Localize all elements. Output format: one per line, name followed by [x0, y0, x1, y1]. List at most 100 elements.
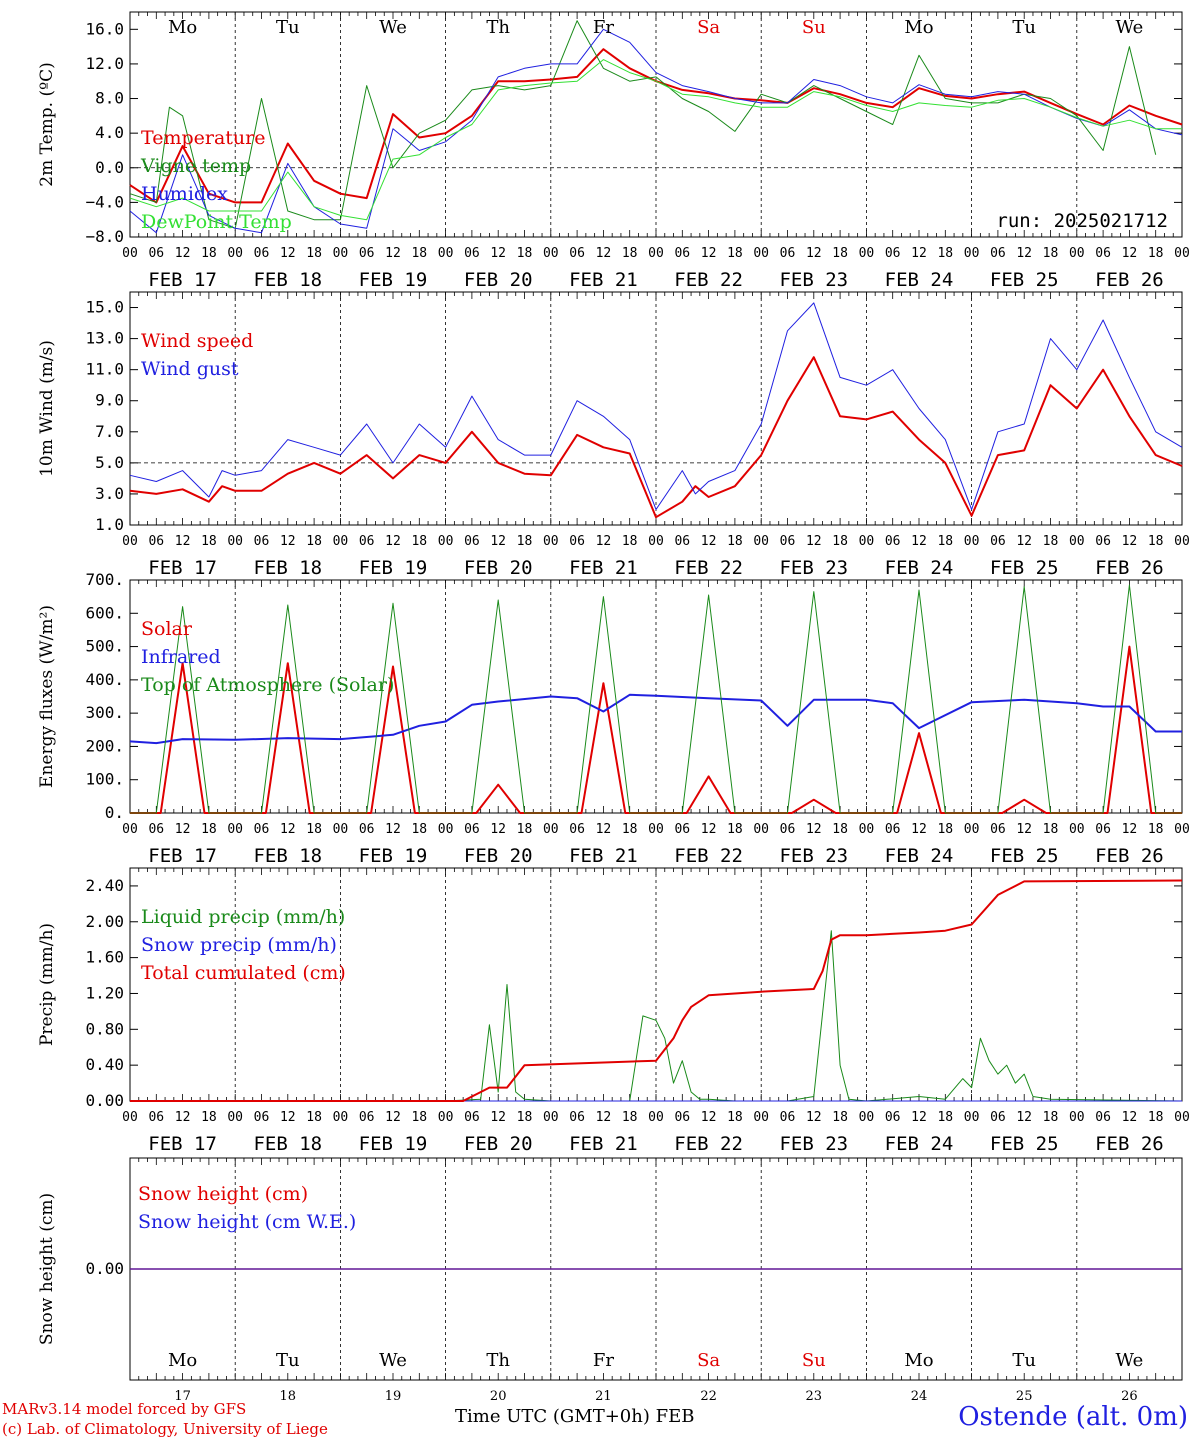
- series-line: [129, 28, 1183, 234]
- hour-tick-label: 06: [148, 822, 164, 837]
- y-tick-label: 3.0: [95, 484, 124, 503]
- y-tick-label: 1.20: [85, 983, 124, 1002]
- hour-tick-label: 06: [674, 246, 690, 261]
- date-label: FEB 22: [674, 269, 743, 291]
- day-name: We: [379, 1350, 407, 1371]
- hour-tick-label: 06: [254, 246, 270, 261]
- date-label: FEB 17: [148, 845, 217, 867]
- hour-tick-label: 18: [411, 1110, 427, 1125]
- legend-entry: Snow height (cm): [138, 1183, 308, 1205]
- hour-tick-label: 12: [385, 534, 401, 549]
- hour-tick-label: 12: [280, 1110, 296, 1125]
- hour-tick-label: 00: [859, 534, 875, 549]
- date-label: FEB 19: [359, 269, 428, 291]
- y-tick-label: 600.: [85, 603, 124, 622]
- date-label: FEB 19: [359, 845, 428, 867]
- hour-tick-label: 12: [1016, 534, 1032, 549]
- hour-tick-label: 12: [490, 534, 506, 549]
- hour-tick-label: 06: [148, 534, 164, 549]
- day-name: Mo: [904, 17, 933, 38]
- hour-tick-label: 12: [911, 822, 927, 837]
- hour-tick-label: 00: [333, 246, 349, 261]
- hour-tick-label: 00: [122, 1110, 138, 1125]
- day-name: We: [1116, 1350, 1144, 1371]
- date-label: FEB 23: [779, 1133, 848, 1155]
- date-label: FEB 18: [253, 269, 322, 291]
- hour-tick-label: 18: [201, 246, 217, 261]
- hour-tick-label: 12: [1122, 822, 1138, 837]
- day-name: Tu: [276, 1350, 300, 1371]
- legend-entry: Liquid precip (mm/h): [141, 906, 345, 928]
- hour-tick-label: 06: [464, 246, 480, 261]
- day-number: 21: [595, 1389, 612, 1404]
- date-label: FEB 24: [885, 845, 954, 867]
- hour-tick-label: 12: [490, 822, 506, 837]
- hour-tick-label: 06: [780, 534, 796, 549]
- model-credit: MARv3.14 model forced by GFS: [2, 1400, 247, 1418]
- hour-tick-label: 18: [937, 534, 953, 549]
- hour-tick-label: 12: [280, 246, 296, 261]
- series-line: [129, 302, 1183, 510]
- hour-tick-label: 06: [674, 534, 690, 549]
- hour-tick-label: 00: [648, 534, 664, 549]
- hour-tick-label: 18: [727, 1110, 743, 1125]
- hour-tick-label: 18: [832, 246, 848, 261]
- y-tick-label: 8.0: [95, 89, 124, 108]
- hour-tick-label: 12: [911, 534, 927, 549]
- day-name: Tu: [1012, 17, 1036, 38]
- y-tick-label: 5.0: [95, 453, 124, 472]
- y-tick-label: 700.: [85, 570, 124, 589]
- y-tick-label: 7.0: [95, 422, 124, 441]
- hour-tick-label: 18: [306, 822, 322, 837]
- hour-tick-label: 18: [517, 1110, 533, 1125]
- legend-entry: Solar: [141, 618, 193, 640]
- date-label: FEB 23: [779, 557, 848, 579]
- hour-tick-label: 00: [122, 534, 138, 549]
- date-label: FEB 17: [148, 557, 217, 579]
- hour-tick-label: 00: [543, 534, 559, 549]
- hour-tick-label: 18: [517, 822, 533, 837]
- hour-tick-label: 12: [806, 534, 822, 549]
- date-label: FEB 26: [1095, 557, 1164, 579]
- hour-tick-label: 18: [1148, 1110, 1164, 1125]
- hour-tick-label: 06: [885, 822, 901, 837]
- date-label: FEB 26: [1095, 1133, 1164, 1155]
- hour-tick-label: 12: [1122, 246, 1138, 261]
- date-label: FEB 21: [569, 557, 638, 579]
- hour-tick-label: 00: [753, 1110, 769, 1125]
- date-label: FEB 24: [885, 269, 954, 291]
- hour-tick-label: 00: [753, 246, 769, 261]
- day-name: Su: [802, 1350, 826, 1371]
- legend-entry: Wind speed: [141, 330, 253, 352]
- hour-tick-label: 00: [1174, 822, 1190, 837]
- y-tick-label: 300.: [85, 703, 124, 722]
- y-tick-label: 4.0: [95, 123, 124, 142]
- y-tick-label: 400.: [85, 670, 124, 689]
- series-line: [130, 584, 1182, 814]
- y-tick-label: 100.: [85, 770, 124, 789]
- y-tick-label: 2.00: [85, 912, 124, 931]
- hour-tick-label: 06: [1095, 1110, 1111, 1125]
- hour-tick-label: 06: [569, 1110, 585, 1125]
- hour-tick-label: 00: [648, 822, 664, 837]
- day-name: Fr: [593, 1350, 614, 1371]
- hour-tick-label: 18: [937, 822, 953, 837]
- hour-tick-label: 12: [175, 534, 191, 549]
- hour-tick-label: 00: [648, 246, 664, 261]
- hour-tick-label: 18: [832, 534, 848, 549]
- day-name: We: [1116, 17, 1144, 38]
- legend-entry: Snow height (cm W.E.): [138, 1211, 356, 1233]
- y-tick-label: 11.0: [85, 360, 124, 379]
- legend-entry: Snow precip (mm/h): [141, 934, 337, 956]
- date-label: FEB 21: [569, 1133, 638, 1155]
- y-tick-label: 0.00: [85, 1259, 124, 1278]
- hour-tick-label: 00: [122, 246, 138, 261]
- day-number: 26: [1121, 1389, 1138, 1404]
- hour-tick-label: 12: [911, 1110, 927, 1125]
- station-label: Ostende (alt. 0m): [958, 1402, 1188, 1432]
- date-label: FEB 18: [253, 1133, 322, 1155]
- hour-tick-label: 00: [753, 822, 769, 837]
- series-line: [130, 930, 1183, 1102]
- hour-tick-label: 00: [438, 822, 454, 837]
